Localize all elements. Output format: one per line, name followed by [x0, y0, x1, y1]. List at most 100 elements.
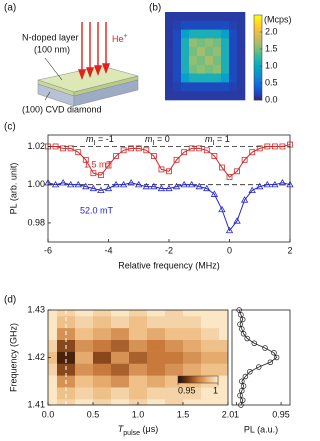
cell	[93, 363, 112, 376]
pixel	[229, 82, 238, 92]
marker	[234, 168, 240, 175]
marker	[195, 182, 203, 190]
pixel	[197, 20, 206, 30]
panel-label: (c)	[4, 122, 16, 133]
cell	[183, 387, 202, 400]
x-axis-label-part: T	[118, 424, 125, 434]
pixel	[213, 47, 222, 57]
cell	[57, 315, 76, 329]
cell	[183, 327, 202, 340]
cell	[201, 363, 220, 376]
y-axis-label: PL (arb. unit)	[8, 163, 18, 215]
pixel	[221, 12, 230, 22]
pixel	[165, 38, 174, 48]
marker	[157, 184, 166, 192]
panel-label: (b)	[149, 3, 161, 14]
colorbar-step	[216, 376, 219, 383]
pixel	[165, 29, 174, 39]
colorbar-step	[184, 376, 187, 383]
marker	[226, 174, 233, 180]
colorbar-step	[254, 61, 262, 65]
colorbar-step	[194, 376, 196, 383]
pixel	[189, 56, 198, 66]
colorbar-tick-label: 2.0	[265, 26, 278, 36]
colorbar-step	[254, 76, 262, 80]
marker	[203, 147, 210, 154]
cell	[93, 327, 112, 340]
marker	[143, 147, 150, 154]
colorbar-step	[254, 66, 262, 69]
colorbar-step	[192, 376, 195, 383]
x-axis-label-part: pulse	[123, 430, 140, 437]
pixel	[229, 12, 238, 22]
colorbar-step	[203, 376, 205, 383]
cell	[75, 327, 94, 340]
pixel	[173, 12, 182, 22]
colorbar-step	[191, 376, 193, 383]
pixel	[197, 29, 206, 39]
colorbar-step	[254, 93, 262, 97]
x-tick-label: 1.0	[132, 409, 145, 419]
marker	[237, 392, 243, 399]
cell	[93, 310, 112, 317]
pixel	[229, 64, 238, 74]
cell	[111, 375, 130, 388]
marker	[218, 205, 226, 213]
pixel	[181, 29, 190, 39]
marker	[135, 180, 143, 188]
cell	[147, 315, 166, 329]
colorbar-step	[254, 59, 262, 63]
cell	[111, 339, 130, 352]
y-tick-label: 0.98	[27, 217, 45, 227]
marker	[271, 180, 279, 188]
pixel	[197, 73, 206, 83]
colorbar-step	[254, 68, 262, 71]
cell	[111, 399, 130, 405]
cell	[183, 339, 202, 352]
pixel	[205, 91, 214, 101]
pixel	[189, 20, 198, 30]
pixel	[213, 91, 222, 101]
colorbar-frame	[253, 14, 263, 101]
colorbar-step	[254, 89, 262, 92]
marker	[210, 190, 219, 197]
cell	[147, 387, 166, 400]
pixel	[205, 56, 214, 66]
marker	[113, 153, 119, 159]
cell	[75, 315, 94, 329]
pixel	[181, 12, 190, 22]
cell	[147, 399, 166, 405]
marker	[256, 364, 262, 370]
pixel	[205, 47, 214, 57]
marker	[112, 180, 120, 188]
pixel	[181, 47, 190, 57]
pixel	[229, 47, 238, 57]
marker	[119, 180, 128, 188]
marker	[105, 162, 112, 169]
colorbar-step	[214, 376, 216, 383]
pixel	[173, 38, 182, 48]
pixel	[181, 38, 190, 48]
cell	[165, 399, 184, 405]
colorbar-step	[199, 376, 201, 383]
annotation: mI = -1	[86, 134, 114, 146]
pixel	[221, 29, 230, 39]
cell	[111, 315, 130, 329]
pixel	[229, 20, 238, 30]
colorbar-tick-label: 1.5	[265, 43, 278, 53]
pixel	[205, 12, 214, 22]
y-axis-label: Frequency (GHz)	[8, 323, 18, 392]
cell	[219, 315, 228, 329]
marker	[237, 321, 243, 328]
pixel	[205, 64, 214, 74]
colorbar-step	[254, 74, 262, 77]
pixel	[221, 91, 230, 101]
cell	[129, 387, 148, 400]
cell	[48, 387, 58, 400]
marker	[120, 147, 127, 154]
x-tick-label: 0.0	[42, 409, 55, 419]
x-tick-label: -6	[44, 245, 52, 255]
marker	[173, 156, 180, 163]
marker	[271, 350, 277, 356]
colorbar-step	[210, 376, 212, 383]
